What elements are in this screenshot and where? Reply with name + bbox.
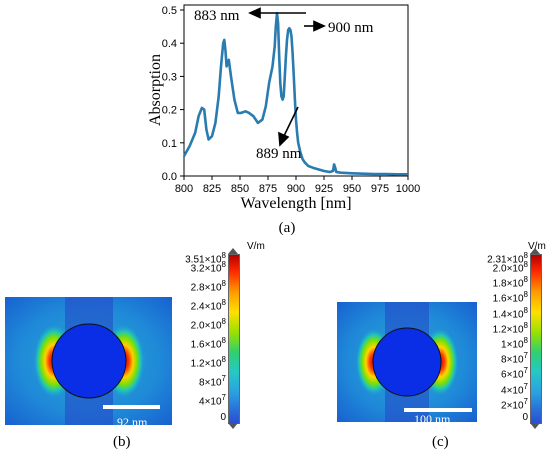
colorbar-tick-label: 1×108 [501,336,528,351]
colorbar-max-b: 3.51×108 [185,251,226,266]
annotation-883nm: 883 nm [194,8,240,24]
scale-bar-c [404,408,472,412]
x-tick-label: 850 [231,183,249,195]
annotation-889nm: 889 nm [256,146,302,162]
colorbar-tick-label: 2.4×108 [190,298,226,313]
scale-label-b: 92 nm [117,415,148,429]
colorbar-tick-label: 2.8×108 [190,279,226,294]
x-tick-label: 900 [287,183,305,195]
y-tick-label: 0.1 [162,138,177,150]
y-tick-label: 0.0 [162,171,177,183]
colorbar-tick-label: 1.2×108 [492,320,528,336]
y-tick-label: 0.3 [162,71,177,83]
colorbar-tick-label: 4×107 [501,381,528,396]
colorbar-unit-b: V/m [247,241,265,252]
annotation-arrows [248,7,326,147]
colorbar-tick-label: 1.8×108 [492,275,528,290]
scale-bar-b [103,405,160,409]
colorbar-unit-c: V/m [528,241,546,252]
colorbar-tick-label: 8×107 [501,351,528,366]
colorbar-tick-label: 1.4×108 [492,305,528,320]
caption-c: (c) [432,434,449,450]
x-tick-label: 975 [371,183,389,195]
colorbar-tick-label: 2×107 [501,396,528,412]
colorbar-tick-label: 2.0×108 [492,260,528,275]
colorbar-b [228,254,240,424]
scale-label-c: 100 nm [414,412,451,426]
colorbar-top-arrow-b [228,248,238,254]
colorbar-tick-label: 4×107 [199,393,226,408]
y-tick-label: 0.5 [162,5,177,17]
field-map-c [337,302,477,422]
caption-b: (b) [113,434,131,450]
nanoparticle-b [51,323,127,399]
x-tick-label: 950 [343,183,361,195]
colorbar-tick-label: 1.6×108 [190,336,226,351]
absorption-chart: 800 825 850 875 900 925 950 975 1000 0.0 0.1 0.2 0.3… [147,4,420,236]
colorbar-top-arrow-c [530,248,540,254]
nanoparticle-c [372,327,442,397]
colorbar-bottom-arrow-c [530,423,540,429]
caption-a: (a) [279,220,296,236]
x-tick-label: 800 [175,183,193,195]
y-tick-label: 0.2 [162,105,177,117]
y-axis-label: Absorption [147,54,164,126]
x-tick-label: 825 [203,183,221,195]
colorbar-tick-label: 1.2×108 [190,355,226,370]
colorbar-c [530,254,542,424]
x-tick-label: 875 [259,183,277,195]
colorbar-tick-label: 0 [522,412,528,423]
absorption-series-line [182,12,408,176]
y-tick-label: 0.4 [162,38,177,50]
colorbar-tick-label: 3.2×108 [190,260,226,275]
colorbar-tick-label: 2.0×108 [190,317,226,332]
colorbar-bottom-arrow-b [228,423,238,429]
x-axis-label: Wavelength [nm] [240,195,351,212]
colorbar-tick-label: 6×107 [501,366,528,381]
colorbar-tick-label: 0 [220,412,226,423]
field-map-b [5,297,172,425]
x-tick-label: 925 [315,183,333,195]
colorbar-max-c: 2.31×108 [487,251,528,266]
annotation-900nm: 900 nm [328,20,374,36]
x-tick-label: 1000 [396,183,420,195]
colorbar-tick-label: 8×107 [199,374,226,389]
colorbar-tick-label: 1.6×108 [492,290,528,305]
